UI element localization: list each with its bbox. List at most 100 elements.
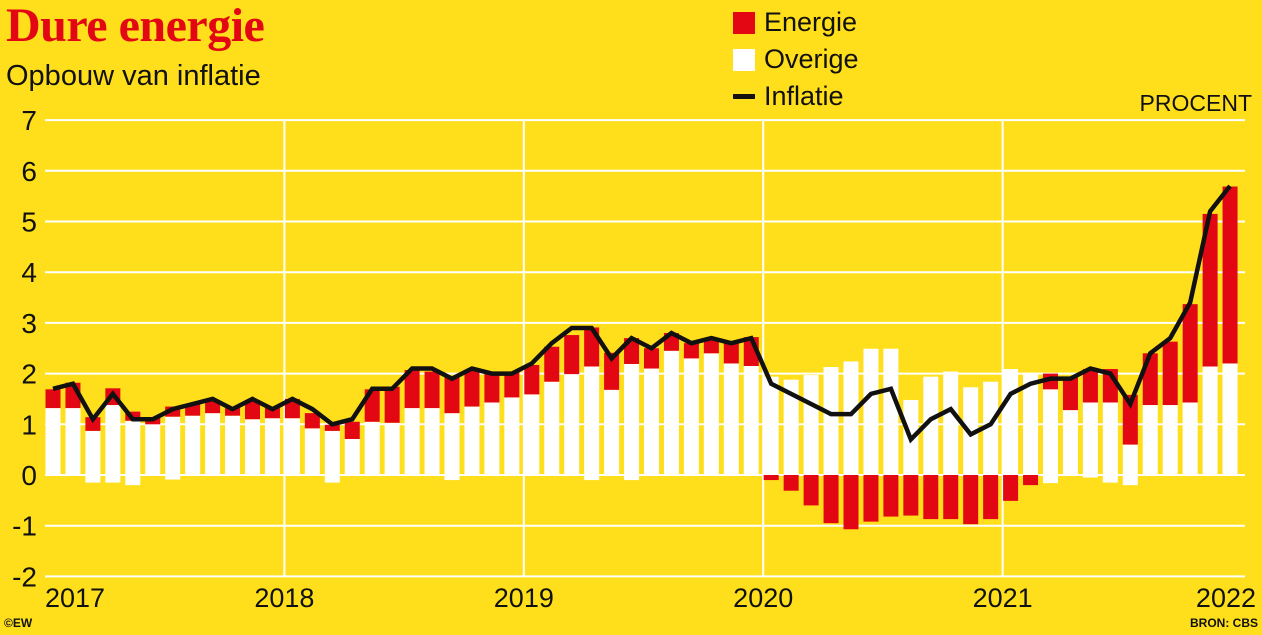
bar-overige (564, 374, 580, 475)
bar-overige-negative (165, 475, 181, 480)
x-tick-label: 2019 (494, 583, 554, 613)
bar-overige (843, 361, 859, 475)
y-tick-label: -1 (12, 511, 37, 542)
legend-label: Inflatie (764, 81, 844, 111)
bar-energie (424, 371, 440, 409)
bar-overige-negative (125, 475, 141, 486)
bar-overige (663, 350, 679, 475)
x-tick-label: 2022 (1196, 583, 1256, 613)
bar-energie (604, 352, 620, 390)
bar-overige-negative (584, 475, 600, 481)
bar-overige (883, 348, 899, 475)
bar-energie (923, 475, 939, 520)
y-tick-label: 7 (21, 105, 37, 136)
y-tick-label: 5 (21, 207, 37, 238)
bar-overige (1162, 405, 1178, 475)
x-tick-label: 2021 (973, 583, 1033, 613)
source: BRON: CBS (1190, 616, 1258, 630)
bar-energie (1003, 475, 1019, 501)
bar-overige-negative (624, 475, 640, 481)
bar-overige (504, 397, 520, 475)
bar-energie (783, 475, 799, 491)
bar-energie (943, 475, 959, 520)
bar-overige (1062, 410, 1078, 475)
bar-energie (703, 339, 719, 354)
bar-overige-negative (324, 475, 340, 483)
bar-overige (464, 406, 480, 475)
y-tick-label: 0 (21, 460, 37, 491)
bar-energie (165, 406, 181, 417)
bar-energie (763, 475, 779, 481)
bar-overige (444, 413, 460, 475)
y-tick-label: 6 (21, 156, 37, 187)
bar-energie (683, 343, 699, 359)
bar-overige (85, 430, 101, 475)
bar-overige (1043, 389, 1058, 475)
bar-energie (85, 417, 101, 431)
legend-label: Overige (764, 44, 859, 74)
bar-overige (863, 348, 879, 475)
bar-energie (324, 424, 340, 431)
bar-overige (125, 420, 141, 475)
bar-overige (245, 419, 260, 475)
bar-energie (843, 475, 859, 530)
bar-energie (1082, 369, 1098, 403)
bar-energie (444, 377, 460, 414)
legend-label: Energie (764, 7, 858, 37)
bar-energie (883, 475, 899, 517)
legend-item-inflatie: Inflatie (733, 78, 859, 115)
bar-overige (344, 439, 360, 475)
bar-overige (304, 428, 320, 475)
bar-energie (1062, 376, 1078, 411)
bar-overige (983, 381, 999, 475)
bar-overige-negative (1082, 475, 1098, 478)
bar-overige (723, 363, 739, 475)
bar-overige (1003, 369, 1019, 475)
bar-overige (1142, 405, 1158, 475)
bar-overige (264, 418, 280, 475)
bar-overige-negative (85, 475, 101, 483)
bar-overige (803, 375, 819, 475)
bar-overige (1202, 366, 1218, 475)
bar-energie (284, 398, 300, 419)
y-tick-label: 3 (21, 308, 37, 339)
bar-energie (564, 335, 580, 375)
bar-energie (1182, 304, 1198, 403)
bar-overige (324, 430, 340, 475)
bar-overige (145, 424, 161, 475)
bar-overige-negative (1122, 475, 1138, 486)
bar-energie (304, 413, 320, 429)
bar-energie (185, 404, 201, 416)
bar-energie (464, 370, 480, 407)
bar-overige (484, 402, 500, 475)
legend-swatch-energie (733, 11, 755, 34)
x-tick-label: 2018 (254, 583, 314, 613)
bar-energie (863, 475, 879, 522)
bar-overige (225, 415, 241, 475)
bar-overige-negative (1043, 475, 1058, 484)
bar-overige (1122, 444, 1138, 475)
bar-overige (823, 367, 839, 475)
bar-overige (364, 421, 380, 475)
legend-item-overige: Overige (733, 41, 859, 78)
y-tick-label: 2 (21, 359, 37, 390)
bar-overige (1023, 372, 1039, 475)
bar-energie (404, 370, 420, 409)
bar-energie (983, 475, 999, 520)
bar-overige (683, 358, 699, 475)
bar-energie (504, 371, 520, 398)
bar-energie (484, 373, 500, 403)
bar-overige (644, 368, 659, 475)
bar-energie (1162, 341, 1178, 406)
bar-overige (703, 353, 719, 475)
bar-overige (943, 371, 959, 475)
bar-overige-negative (105, 475, 121, 483)
credit: ©EW (4, 616, 33, 630)
bar-overige (544, 381, 560, 475)
bar-energie (1122, 394, 1138, 445)
legend-item-energie: Energie (733, 4, 859, 41)
bar-overige (763, 376, 779, 475)
bar-energie (544, 346, 560, 382)
bar-energie (963, 475, 979, 525)
